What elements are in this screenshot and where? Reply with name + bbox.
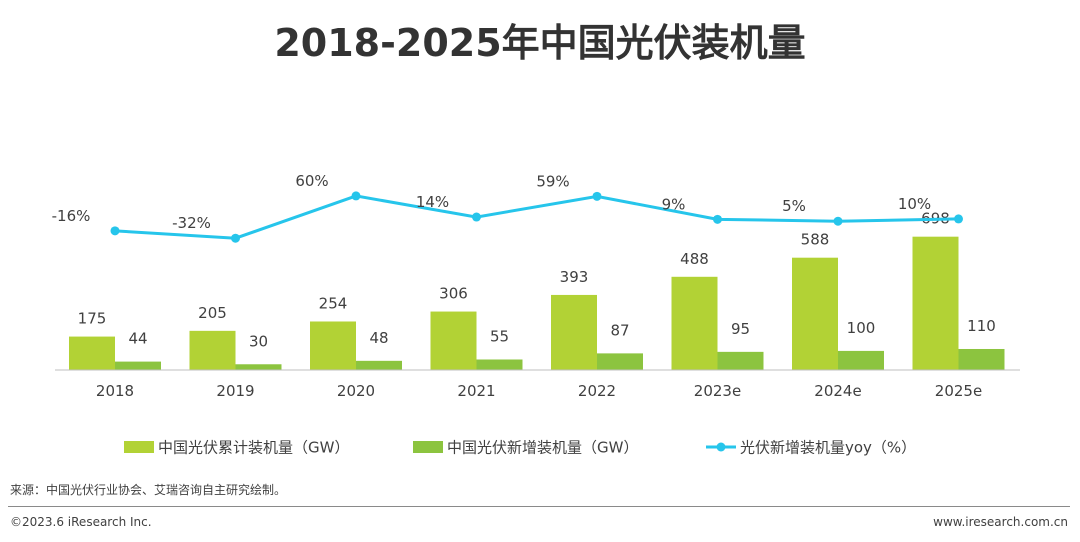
- yoy-point: [713, 214, 722, 224]
- bar-new: [356, 360, 402, 370]
- yoy-data-label: 10%: [898, 195, 931, 213]
- yoy-point: [231, 233, 240, 243]
- yoy-point: [592, 191, 602, 201]
- bar-new: [115, 361, 161, 370]
- yoy-data-label: 9%: [662, 195, 686, 213]
- x-tick-label: 2023e: [694, 382, 741, 400]
- source-note: 来源：中国光伏行业协会、艾瑞咨询自主研究绘制。: [10, 483, 287, 497]
- bar-cumulative: [189, 330, 236, 370]
- website: www.iresearch.com.cn: [933, 515, 1068, 529]
- bar-new: [958, 348, 1005, 370]
- data-label-cumulative: 393: [560, 268, 589, 286]
- bar-new: [597, 353, 643, 370]
- data-label-cumulative: 306: [439, 285, 468, 303]
- bar-cumulative: [551, 294, 597, 370]
- yoy-point: [833, 216, 843, 226]
- data-label-new: 110: [967, 317, 996, 335]
- yoy-point: [351, 191, 361, 201]
- bar-cumulative: [430, 311, 477, 370]
- legend-label: 中国光伏新增装机量（GW）: [447, 439, 638, 457]
- yoy-data-label: -32%: [172, 214, 211, 232]
- x-tick-label: 2018: [96, 382, 134, 400]
- data-label-new: 48: [369, 329, 388, 347]
- bar-cumulative: [69, 336, 115, 370]
- bar-cumulative: [310, 321, 356, 370]
- x-tick-label: 2024e: [814, 382, 861, 400]
- yoy-data-label: 59%: [536, 172, 569, 190]
- data-label-new: 44: [128, 330, 147, 348]
- yoy-point: [954, 214, 963, 224]
- bar-new: [717, 351, 764, 370]
- x-tick-label: 2020: [337, 382, 375, 400]
- bar-cumulative: [912, 236, 959, 370]
- legend-swatch: [413, 441, 443, 453]
- legend-label: 中国光伏累计装机量（GW）: [158, 439, 349, 457]
- data-label-new: 87: [610, 321, 629, 339]
- bar-new: [838, 350, 884, 370]
- data-label-cumulative: 175: [78, 310, 107, 328]
- data-label-new: 95: [731, 320, 750, 338]
- chart: 1754420530254483065539387488955881006981…: [52, 172, 1020, 457]
- legend-swatch: [124, 441, 154, 453]
- x-tick-label: 2022: [578, 382, 616, 400]
- copyright: ©2023.6 iResearch Inc.: [10, 515, 152, 529]
- footer-divider: [8, 506, 1070, 507]
- data-label-cumulative: 254: [319, 294, 348, 312]
- data-label-new: 55: [490, 327, 509, 345]
- legend-label: 光伏新增装机量yoy（%）: [740, 439, 916, 457]
- data-label-new: 100: [847, 319, 876, 337]
- data-label-new: 30: [249, 332, 268, 350]
- yoy-line: [114, 194, 959, 240]
- data-label-cumulative: 488: [680, 250, 709, 268]
- yoy-data-label: -16%: [52, 207, 91, 225]
- x-tick-label: 2021: [457, 382, 495, 400]
- bar-cumulative: [671, 276, 718, 370]
- bar-cumulative: [792, 257, 838, 370]
- yoy-data-label: 5%: [782, 197, 806, 215]
- bar-new: [476, 359, 523, 370]
- legend-marker: [716, 442, 726, 452]
- yoy-data-label: 14%: [416, 193, 449, 211]
- bar-new: [235, 364, 282, 370]
- data-label-cumulative: 205: [198, 304, 227, 322]
- yoy-point: [110, 226, 120, 236]
- x-tick-label: 2025e: [935, 382, 982, 400]
- data-label-cumulative: 588: [801, 231, 830, 249]
- yoy-data-label: 60%: [295, 172, 328, 190]
- chart-title: 2018-2025年中国光伏装机量: [274, 21, 806, 65]
- x-tick-label: 2019: [216, 382, 254, 400]
- yoy-point: [472, 212, 481, 222]
